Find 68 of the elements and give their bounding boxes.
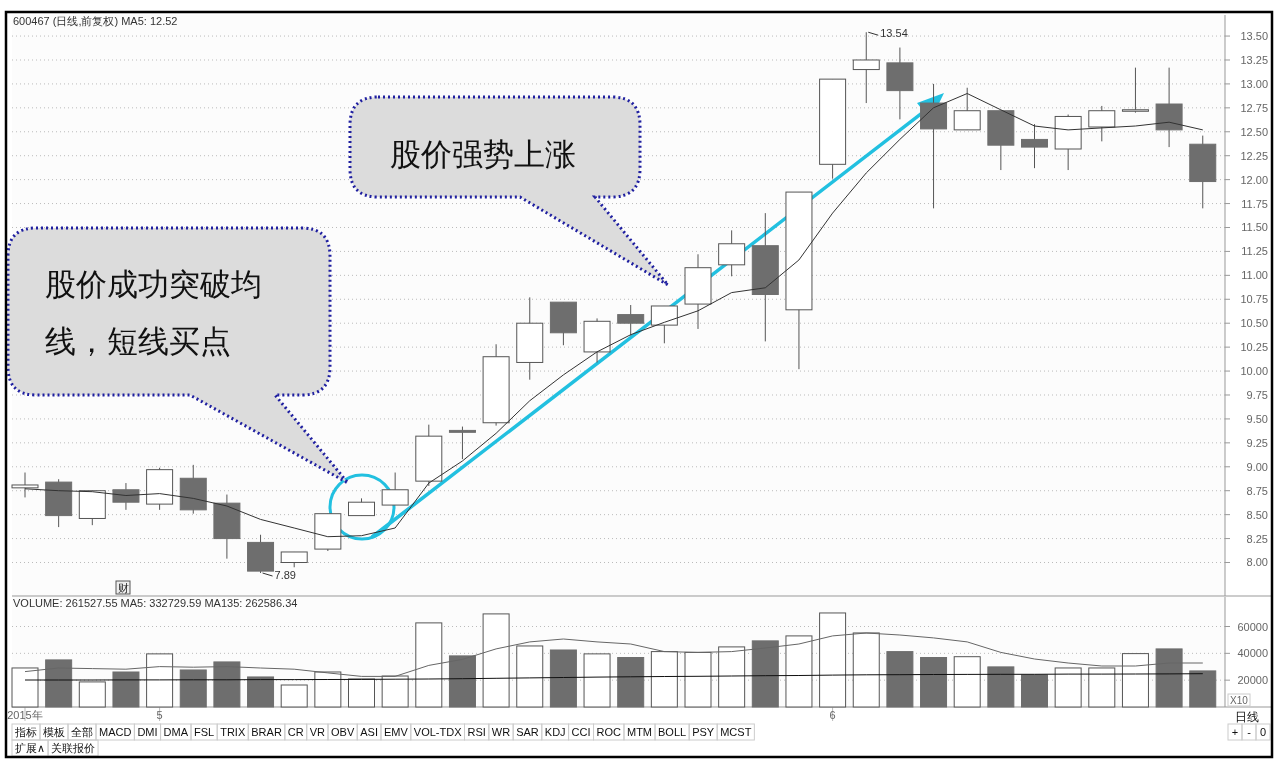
- text: 模板: [43, 726, 65, 738]
- y-tick-label: 13.25: [1240, 53, 1268, 66]
- text: DMA: [163, 726, 189, 738]
- y-tick-label: 10.75: [1240, 293, 1268, 306]
- text: OBV: [331, 726, 355, 738]
- text: DMI: [137, 726, 158, 738]
- text: PSY: [692, 726, 715, 738]
- annotation: 13.54: [880, 27, 908, 40]
- text: ASI: [360, 726, 378, 738]
- y-tick-label: 60000: [1237, 620, 1268, 633]
- text: 关联报价: [51, 742, 96, 754]
- y-tick-label: 8.25: [1246, 532, 1268, 545]
- text: WR: [491, 726, 511, 738]
- text: FSL: [194, 726, 215, 738]
- y-tick-label: 9.75: [1246, 389, 1268, 401]
- y-tick-label: 12.75: [1240, 101, 1268, 114]
- y-tick-label: 8.50: [1246, 508, 1268, 521]
- text: BRAR: [251, 726, 282, 738]
- text: VR: [309, 726, 326, 738]
- chart-title: VOLUME: 261527.55 MA5: 332729.59 MA135: 262586.34: [13, 597, 298, 609]
- y-tick-label: 10.25: [1240, 341, 1268, 354]
- y-tick-label: 11.50: [1241, 221, 1268, 234]
- text: -: [1247, 726, 1252, 738]
- x-tick-label: 2015年: [7, 709, 43, 721]
- text: SAR: [516, 726, 539, 738]
- text: 0: [1259, 726, 1267, 738]
- text: MTM: [626, 726, 653, 738]
- y-tick-label: 12.00: [1240, 173, 1268, 186]
- y-tick-label: 40000: [1237, 647, 1268, 660]
- chart-title: 600467 (日线,前复权) MA5: 12.52: [13, 15, 178, 27]
- y-tick-label: 20000: [1237, 674, 1268, 687]
- y-tick-label: 13.50: [1240, 30, 1268, 43]
- y-tick-label: 11.00: [1241, 269, 1268, 282]
- text: X10: [1230, 695, 1249, 706]
- x-tick-label: 6: [829, 709, 836, 721]
- y-tick-label: 10.00: [1240, 365, 1268, 378]
- y-tick-label: 12.25: [1240, 149, 1268, 162]
- text: CR: [287, 726, 304, 738]
- text: EMV: [383, 726, 409, 738]
- text: BOLL: [658, 726, 687, 738]
- text: ROC: [596, 726, 622, 738]
- y-tick-label: 11.25: [1241, 245, 1268, 258]
- annotation: 股价强势上涨: [390, 136, 576, 172]
- annotation: 7.89: [274, 569, 296, 582]
- annotation: 股价成功突破均线，短线买点: [45, 266, 262, 359]
- y-tick-label: 10.50: [1240, 317, 1268, 330]
- text: +: [1231, 726, 1239, 738]
- text: 指标: [14, 726, 37, 738]
- text: TRIX: [220, 726, 246, 738]
- text: KDJ: [544, 726, 566, 738]
- text: VOL-TDX: [413, 726, 463, 738]
- text: MCST: [720, 726, 752, 738]
- text: RSI: [467, 726, 486, 738]
- y-tick-label: 9.00: [1246, 460, 1268, 473]
- text: MACD: [99, 726, 132, 738]
- y-tick-label: 8.75: [1246, 484, 1268, 497]
- y-tick-label: 13.00: [1240, 77, 1268, 90]
- y-tick-label: 11.75: [1241, 197, 1268, 210]
- annotation: 财: [117, 582, 129, 594]
- x-tick-label: 5: [156, 709, 163, 721]
- y-tick-label: 9.50: [1246, 412, 1268, 425]
- text: 扩展∧: [15, 742, 46, 754]
- text: 全部: [71, 726, 93, 738]
- y-tick-label: 12.50: [1240, 125, 1268, 138]
- text: CCI: [571, 726, 591, 738]
- text: 日线: [1235, 710, 1259, 724]
- y-tick-label: 9.25: [1246, 436, 1268, 449]
- y-tick-label: 8.00: [1246, 556, 1268, 569]
